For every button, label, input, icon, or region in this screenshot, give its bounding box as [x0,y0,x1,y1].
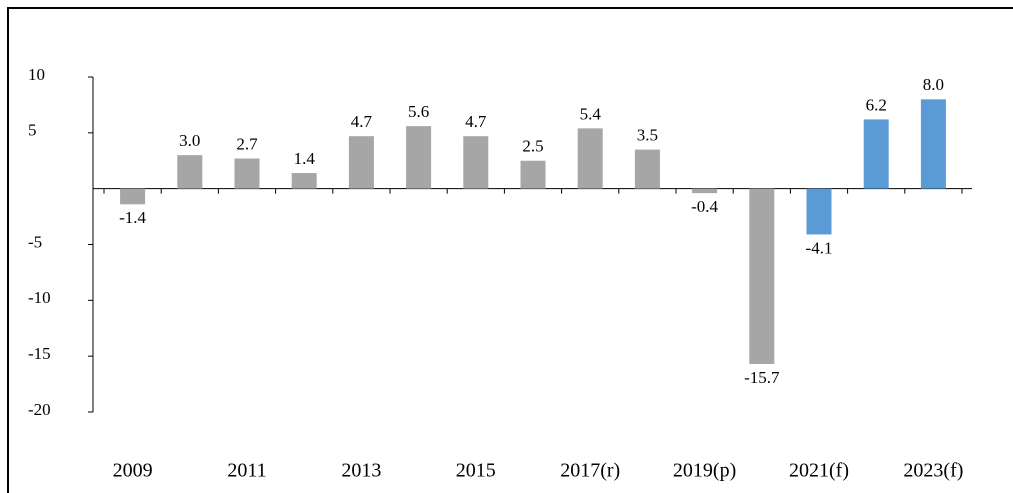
value-label: -1.4 [119,208,146,227]
value-label: 4.7 [351,112,373,131]
frame [7,7,1013,493]
value-label: -4.1 [806,238,833,257]
bar [177,155,203,189]
x-tick-label: 2013 [341,460,381,482]
bar [749,188,775,364]
value-label: -0.4 [691,197,718,216]
bar [920,99,946,189]
x-tick-label: 2023(f) [903,460,963,482]
x-tick-label: 2017(r) [560,460,620,482]
x-tick-label: 2021(f) [789,460,849,482]
y-tick-label: -10 [28,288,51,307]
value-label: 2.7 [236,134,258,153]
bar [463,136,489,189]
bar [634,149,660,189]
bar [863,119,889,189]
bar [520,160,546,189]
bar [348,136,374,189]
value-label: 4.7 [465,112,487,131]
bar [234,158,260,189]
bar [291,173,317,189]
bar [692,188,718,194]
x-tick-label: 2009 [113,460,153,482]
value-label: 8.0 [923,75,944,94]
value-label: 5.6 [408,102,429,121]
x-tick-label: 2011 [227,460,266,482]
value-label: -15.7 [744,368,780,387]
value-label: 5.4 [580,104,602,123]
value-label: 6.2 [866,95,887,114]
y-tick-label: -5 [28,232,42,251]
y-tick-label: -20 [28,400,51,419]
y-tick-label: 5 [28,121,37,140]
bar [577,128,603,189]
value-label: 2.5 [522,137,543,156]
bar [120,188,146,205]
bar [806,188,832,235]
value-label: 3.5 [637,125,658,144]
x-tick-label: 2019(p) [673,460,736,482]
x-tick-label: 2015 [456,460,496,482]
value-label: 1.4 [294,149,316,168]
y-tick-label: 10 [28,65,45,84]
bar [406,126,432,189]
y-tick-label: -15 [28,344,51,363]
value-label: 3.0 [179,131,200,150]
